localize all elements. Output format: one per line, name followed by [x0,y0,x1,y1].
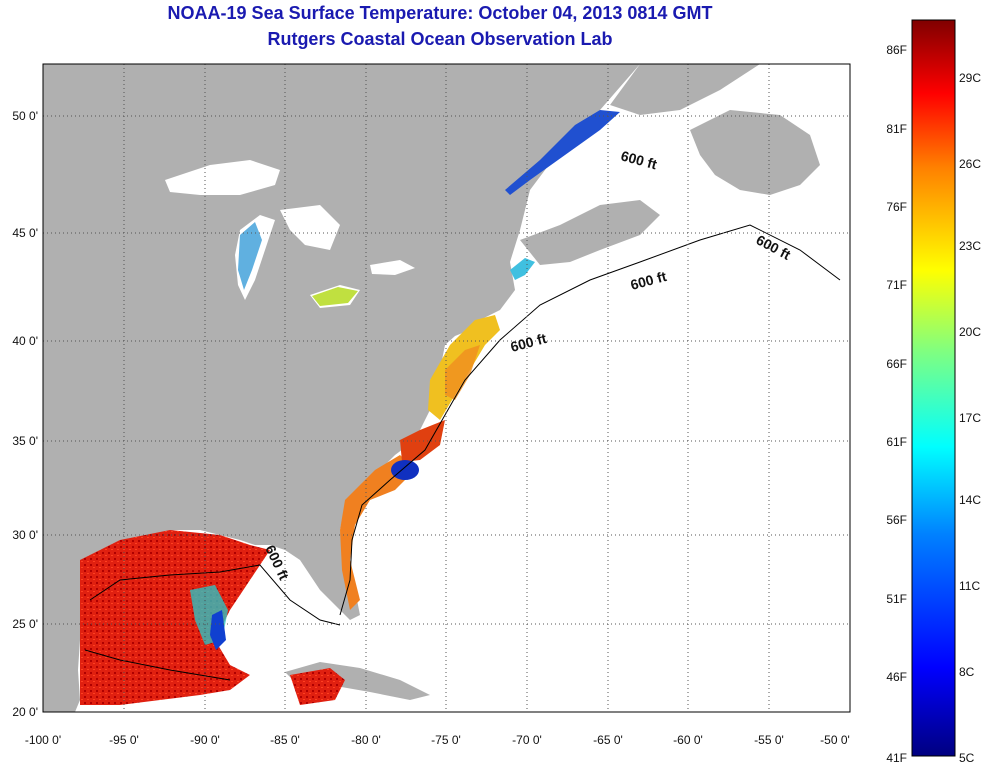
colorbar-c-label: 14C [959,493,981,507]
colorbar-c-label: 20C [959,325,981,339]
colorbar-c-label: 5C [959,751,975,765]
sst-south-atlantic [340,455,415,610]
colorbar-c-labels: 29C 26C 23C 20C 17C 14C 11C 8C 5C [959,71,981,765]
map-title: NOAA-19 Sea Surface Temperature: October… [167,3,713,23]
land-quebec-north [610,64,760,115]
lon-tick-label: -70 0' [512,733,542,747]
colorbar-f-label: 81F [886,122,907,136]
colorbar-f-label: 46F [886,670,907,684]
lat-tick-label: 50 0' [12,109,38,123]
colorbar-f-label: 56F [886,513,907,527]
lat-tick-label: 20 0' [12,705,38,719]
isobath-600ft-gulf [89,564,341,626]
colorbar-f-label: 66F [886,357,907,371]
colorbar-f-label: 61F [886,435,907,449]
colorbar-c-label: 8C [959,665,975,679]
sst-gulf-blue-patch [210,610,226,650]
colorbar-c-label: 26C [959,157,981,171]
lon-tick-labels: -100 0' -95 0' -90 0' -85 0' -80 0' -75 … [25,733,850,747]
lat-tick-label: 25 0' [12,617,38,631]
lon-tick-label: -55 0' [754,733,784,747]
lat-tick-labels: 20 0' 25 0' 30 0' 35 0' 40 0' 45 0' 50 0… [12,109,38,719]
sst-lake-erie [312,287,358,306]
sst-yucatan [290,668,345,705]
lon-tick-label: -95 0' [109,733,139,747]
lon-tick-label: -75 0' [431,733,461,747]
lon-tick-label: -90 0' [190,733,220,747]
colorbar-f-label: 41F [886,751,907,765]
isobath-600ft-gulf-south [84,649,231,681]
lon-tick-label: -80 0' [351,733,381,747]
lat-tick-label: 40 0' [12,334,38,348]
colorbar-c-label: 17C [959,411,981,425]
sst-lake-michigan [238,222,262,290]
lon-tick-label: -60 0' [673,733,703,747]
colorbar-f-label: 51F [886,592,907,606]
colorbar-c-label: 11C [959,579,980,593]
lon-tick-label: -100 0' [25,733,61,747]
colorbar-c-label: 23C [959,239,981,253]
land-north-america [43,64,640,712]
colorbar-f-label: 76F [886,200,907,214]
great-lakes [165,160,415,308]
colorbar [911,19,956,757]
colorbar-c-label: 29C [959,71,981,85]
land-newfoundland [690,110,820,195]
map-subtitle: Rutgers Coastal Ocean Observation Lab [267,29,613,49]
colorbar-f-label: 71F [886,278,907,292]
colorbar-f-label: 86F [886,43,907,57]
sst-mid-atlantic-warm [445,345,480,400]
lat-tick-label: 35 0' [12,434,38,448]
graticule [43,64,850,712]
land-maritimes [520,200,660,265]
colorbar-f-labels: 86F 81F 76F 71F 66F 61F 56F 51F 46F 41F [886,43,907,765]
lat-tick-label: 45 0' [12,226,38,240]
sst-st-lawrence [505,110,620,195]
sst-gulf-stream [400,420,445,462]
lon-tick-label: -85 0' [270,733,300,747]
sst-gulf-of-maine [510,258,535,280]
lon-tick-label: -65 0' [593,733,623,747]
sst-cold-eddy [391,460,419,480]
lon-tick-label: -50 0' [820,733,850,747]
lat-tick-label: 30 0' [12,528,38,542]
map-frame [42,63,851,713]
isobath-600ft-atlantic [339,224,841,616]
